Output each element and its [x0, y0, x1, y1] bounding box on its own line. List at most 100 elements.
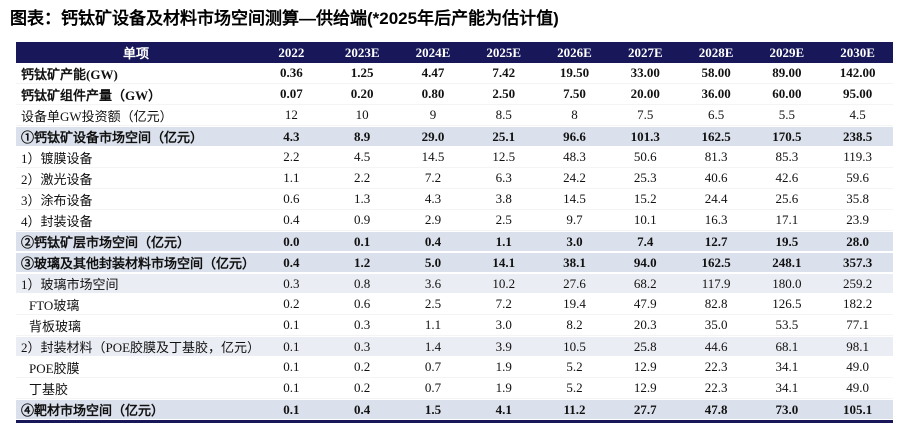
cell-value: 142.00	[839, 65, 876, 80]
cell-value: 357.3	[843, 254, 873, 270]
cell-value: 1.9	[495, 359, 512, 374]
cell-value: 2.5	[495, 212, 512, 227]
cell-value: 3.0	[566, 233, 583, 249]
cell-value: 5.2	[566, 359, 583, 374]
cell-value: 24.4	[704, 191, 728, 206]
cell-value: 0.1	[283, 359, 300, 374]
cell-value: 0.7	[424, 359, 442, 374]
cell-value: 7.42	[492, 65, 516, 80]
cell-value: 0.4	[424, 233, 442, 249]
cell-value: 68.2	[633, 275, 657, 291]
cell-value: 42.6	[775, 170, 799, 185]
cell-value: 0.4	[283, 212, 300, 227]
cell-value: 0.1	[283, 401, 300, 417]
cell-value: 89.00	[772, 65, 802, 80]
cell-value: 180.0	[772, 275, 802, 291]
cell-value: 0.07	[280, 86, 303, 101]
cell-value: 1.9	[495, 380, 512, 395]
cell-value: 35.8	[846, 191, 870, 206]
row-label: ①钙钛矿设备市场空间（亿元）	[21, 130, 204, 145]
cell-value: 22.3	[704, 380, 728, 395]
table-row: 1）玻璃市场空间 0.3 0.8 3.6 10.2 27.6 68.2 117.9 180.0 2…	[16, 273, 893, 294]
cell-value: 38.1	[563, 254, 586, 270]
cell-value: 40.6	[704, 170, 728, 185]
cell-value: 34.1	[775, 380, 799, 395]
header-cell-year: 2023E	[344, 44, 380, 60]
row-label: 3）涂布设备	[21, 192, 93, 208]
cell-value: 14.1	[492, 254, 516, 270]
cell-value: 20.00	[630, 86, 660, 101]
cell-value: 10.5	[563, 338, 586, 354]
cell-value: 2.2	[354, 170, 371, 185]
header-cell-year: 2028E	[698, 44, 734, 60]
cell-value: 0.4	[354, 401, 371, 417]
cell-value: 0.1	[354, 233, 371, 249]
cell-value: 22.3	[704, 359, 728, 374]
table-row: 设备单GW投资额（亿元） 12 10 9 8.5 8 7.5 6.5 5.5 4.5	[16, 105, 893, 126]
table-row: 4）封装设备 0.4 0.9 2.9 2.5 9.7 10.1 16.3 17.1 23.9	[16, 210, 893, 231]
cell-value: 0.2	[354, 380, 371, 395]
cell-value: 0.1	[283, 380, 300, 395]
cell-value: 50.6	[633, 149, 657, 164]
table-row: 钙钛矿产能(GW) 0.36 1.25 4.47 7.42 19.50 33.00 58.00…	[16, 63, 893, 84]
cell-value: 6.3	[495, 170, 512, 185]
cell-value: 15.2	[633, 191, 657, 206]
cell-value: 44.6	[704, 338, 728, 354]
cell-value: 1.3	[354, 191, 371, 206]
cell-value: 53.5	[775, 317, 799, 332]
cell-value: 9	[429, 107, 437, 122]
table-row: ②钙钛矿层市场空间（亿元） 0.0 0.1 0.4 1.1 3.0 7.4 12.7 19.5 2…	[16, 231, 893, 252]
cell-value: 162.5	[701, 254, 731, 270]
cell-value: 47.9	[633, 296, 657, 311]
table-row: 钙钛矿组件产量（GW） 0.07 0.20 0.80 2.50 7.50 20.00 36.0…	[16, 84, 893, 105]
cell-value: 0.2	[354, 359, 371, 374]
header-cell-year: 2030E	[840, 44, 875, 60]
cell-value: 117.9	[701, 275, 731, 291]
cell-value: 0.2	[283, 296, 300, 311]
cell-value: 2.2	[283, 149, 300, 164]
cell-value: 1.2	[354, 254, 371, 270]
cell-value: 98.1	[846, 338, 870, 354]
header-cell-year: 2027E	[627, 44, 663, 60]
cell-value: 7.50	[563, 86, 586, 101]
cell-value: 77.1	[846, 317, 870, 332]
cell-value: 8.9	[354, 128, 371, 144]
cell-value: 28.0	[846, 233, 870, 249]
table-row: 2）激光设备 1.1 2.2 7.2 6.3 24.2 25.3 40.6 42.6 59.6	[16, 168, 893, 189]
market-table: 单项 2022 2023E 2024E 2025E 2026E 2027E 2028E 2029…	[16, 42, 893, 423]
cell-value: 12.9	[633, 359, 657, 374]
cell-value: 170.5	[772, 128, 802, 144]
cell-value: 29.0	[421, 128, 445, 144]
row-label: POE胶膜	[29, 360, 80, 376]
row-label: 1）镀膜设备	[21, 150, 93, 166]
cell-value: 47.8	[704, 401, 728, 417]
header-cell-year: 2024E	[415, 44, 451, 60]
cell-value: 3.9	[495, 338, 512, 354]
cell-value: 36.00	[701, 86, 731, 101]
cell-value: 12.7	[704, 233, 728, 249]
cell-value: 4.3	[424, 191, 442, 206]
cell-value: 17.1	[775, 212, 799, 227]
cell-value: 7.4	[637, 233, 654, 249]
table-row: FTO玻璃 0.2 0.6 2.5 7.2 19.4 47.9 82.8 126.5 182.2	[16, 294, 893, 315]
row-label: ②钙钛矿层市场空间（亿元）	[21, 235, 191, 250]
cell-value: 0.0	[283, 233, 300, 249]
cell-value: 5.5	[778, 107, 795, 122]
cell-value: 10.2	[492, 275, 516, 291]
row-label: 丁基胶	[29, 381, 69, 397]
cell-value: 12	[284, 107, 298, 122]
row-label: 1）玻璃市场空间	[21, 277, 119, 292]
cell-value: 8.5	[495, 107, 512, 122]
cell-value: 60.00	[772, 86, 802, 101]
header-cell-year: 2022	[278, 44, 305, 60]
cell-value: 0.1	[283, 317, 300, 332]
cell-value: 0.6	[283, 191, 300, 206]
cell-value: 105.1	[843, 401, 873, 417]
cell-value: 94.0	[633, 254, 657, 270]
cell-value: 3.8	[495, 191, 512, 206]
cell-value: 1.25	[350, 65, 374, 80]
cell-value: 3.6	[424, 275, 442, 291]
cell-value: 7.2	[495, 296, 512, 311]
table-row: 丁基胶 0.1 0.2 0.7 1.9 5.2 12.9 22.3 34.1 49.0	[16, 378, 893, 399]
table-row: ③玻璃及其他封装材料市场空间（亿元） 0.4 1.2 5.0 14.1 38.1 94.0 1…	[16, 252, 893, 273]
